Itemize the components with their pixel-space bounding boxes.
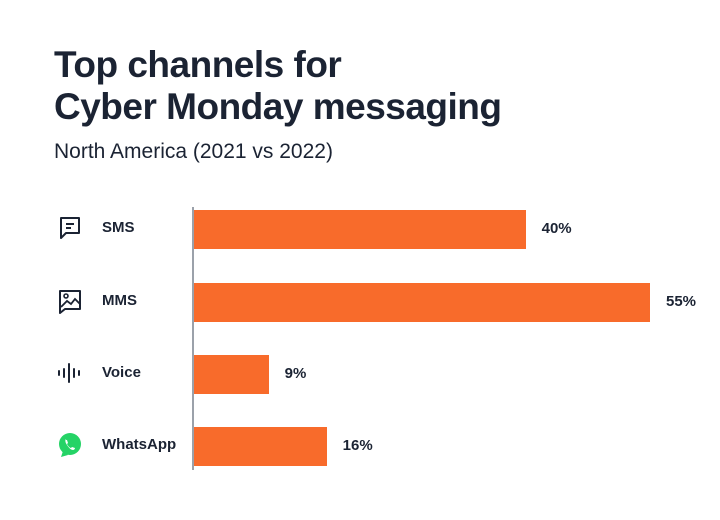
data-label: 16% xyxy=(342,437,373,454)
image-icon xyxy=(56,287,84,315)
bar-mms xyxy=(194,283,650,322)
category-label: WhatsApp xyxy=(102,436,177,453)
message-icon xyxy=(56,214,84,242)
bar-whatsapp xyxy=(194,427,327,466)
category-axis-line xyxy=(192,207,194,470)
bar-sms xyxy=(194,210,526,249)
category-label: SMS xyxy=(102,219,135,236)
chart-subtitle: North America (2021 vs 2022) xyxy=(54,140,333,163)
title-line-1: Top channels for xyxy=(54,44,342,85)
category-label: MMS xyxy=(102,292,137,309)
chart-title: Top channels for Cyber Monday messaging xyxy=(54,44,502,128)
data-label: 9% xyxy=(284,365,307,382)
category-label: Voice xyxy=(102,364,141,381)
data-label: 55% xyxy=(666,293,697,310)
voice-waveform-icon xyxy=(56,359,84,387)
data-label: 40% xyxy=(541,220,572,237)
whatsapp-icon xyxy=(56,431,84,459)
title-line-2: Cyber Monday messaging xyxy=(54,86,502,127)
bar-voice xyxy=(194,355,269,394)
